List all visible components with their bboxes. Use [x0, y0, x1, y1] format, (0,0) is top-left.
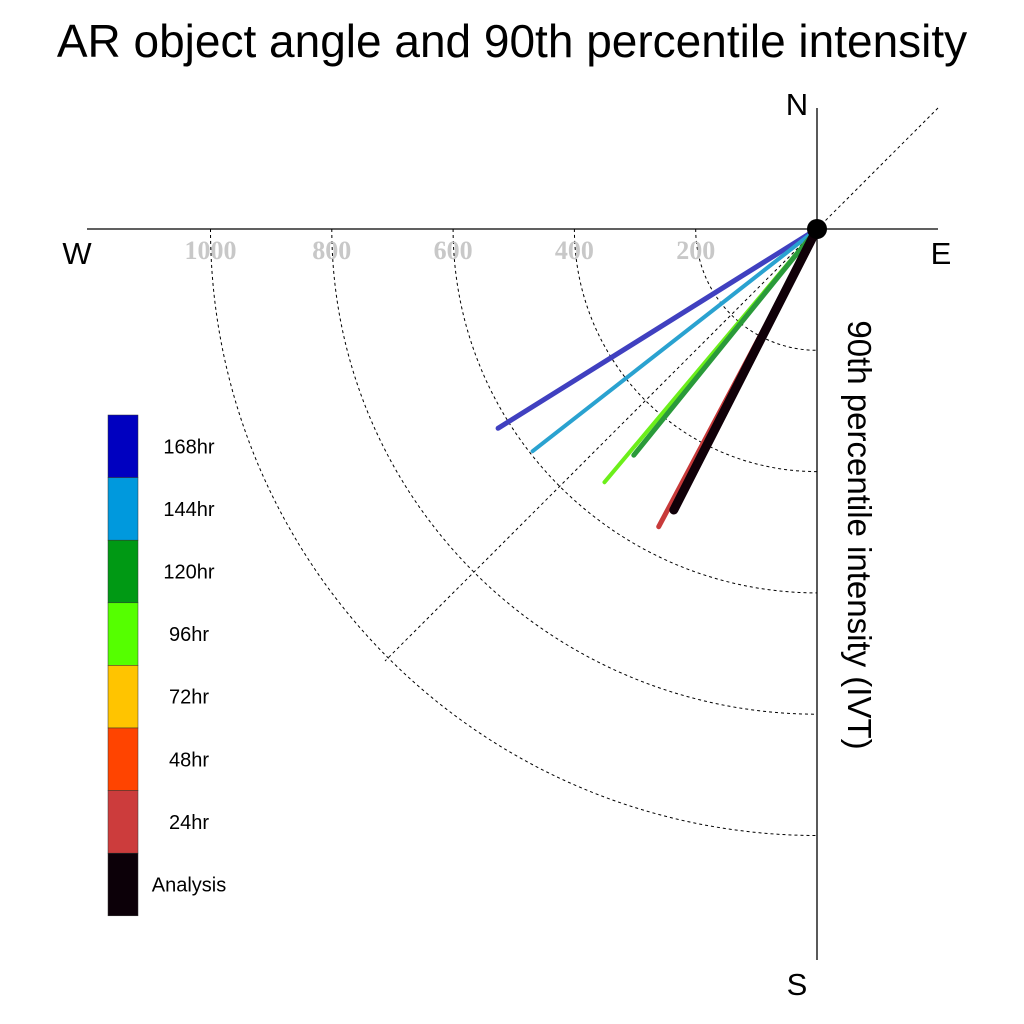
legend-swatch-48hr [107, 727, 139, 791]
legend-label-72hr: 72hr [169, 687, 209, 709]
ring-600 [452, 228, 818, 594]
legend-swatch-72hr [107, 665, 139, 729]
vector-168hr [495, 226, 820, 431]
ring-label-800: 800 [312, 236, 351, 265]
origin-point [807, 219, 827, 239]
legend-swatch-168hr [107, 414, 139, 478]
angle-vectors [495, 224, 822, 530]
legend-label-168hr: 168hr [163, 436, 214, 458]
legend-swatch-120hr [107, 539, 139, 604]
legend-swatch-96hr [107, 602, 139, 666]
compass-west: W [62, 236, 92, 271]
intensity-rings [210, 228, 818, 836]
diagonal-ne-sw [384, 107, 939, 662]
legend-label-120hr: 120hr [163, 562, 214, 584]
ring-label-400: 400 [555, 236, 594, 265]
ring-label-200: 200 [676, 236, 715, 265]
ring-200 [695, 228, 818, 351]
compass-north: N [786, 87, 808, 122]
legend-swatch-144hr [107, 477, 139, 541]
y-axis-label: 90th percentile intensity (IVT) [841, 320, 878, 749]
legend-swatch-analysis [107, 852, 139, 917]
vector-120hr [631, 226, 820, 458]
vector-144hr [530, 227, 819, 454]
legend-label-48hr: 48hr [169, 749, 209, 771]
ring-labels: 200 400 600 800 1000 [185, 236, 716, 265]
legend: 168hr 144hr 120hr 96hr 72hr 48hr 24hr Analysis [107, 414, 226, 917]
ring-800 [331, 228, 818, 715]
ring-label-600: 600 [434, 236, 473, 265]
legend-label-24hr: 24hr [169, 812, 209, 834]
ring-label-1000: 1000 [185, 236, 237, 265]
vector-analysis [669, 224, 822, 515]
compass-south: S [787, 967, 808, 1002]
compass-east: E [931, 236, 952, 271]
legend-label-96hr: 96hr [169, 624, 209, 646]
legend-label-144hr: 144hr [163, 499, 214, 521]
legend-swatch-24hr [107, 790, 139, 854]
ring-400 [573, 228, 818, 473]
chart-title: AR object angle and 90th percentile inte… [57, 15, 967, 67]
ring-1000 [210, 228, 818, 836]
legend-label-analysis: Analysis [152, 875, 226, 897]
